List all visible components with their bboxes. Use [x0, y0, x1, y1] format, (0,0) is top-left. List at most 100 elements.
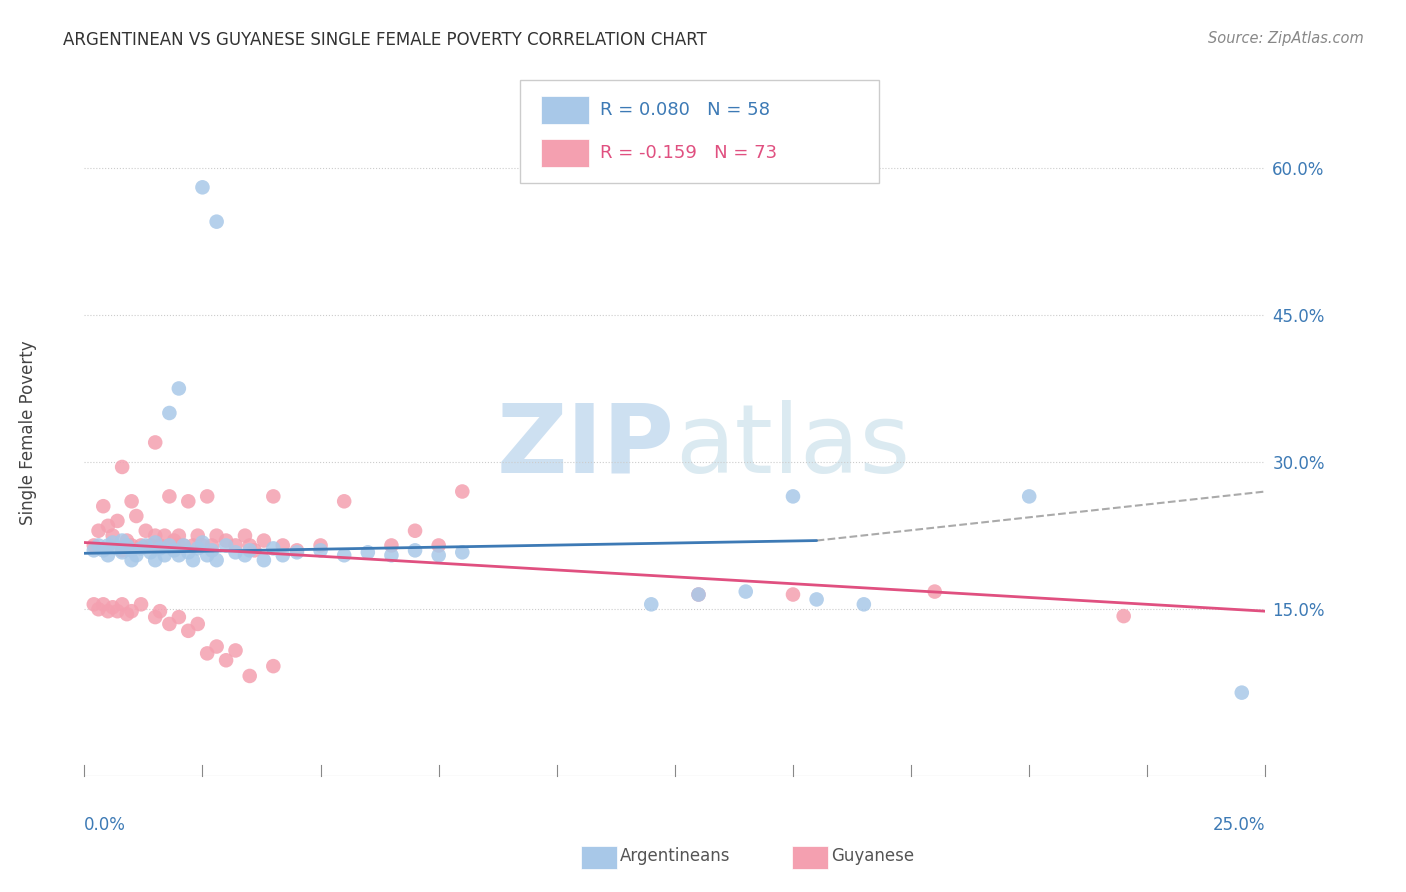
- Point: [157, 406, 180, 420]
- Point: [143, 528, 166, 542]
- Point: [91, 543, 114, 558]
- Point: [191, 535, 214, 549]
- Point: [924, 584, 946, 599]
- Point: [852, 598, 875, 612]
- Point: [97, 519, 120, 533]
- Point: [107, 604, 129, 618]
- Point: [239, 669, 262, 683]
- Text: ARGENTINEAN VS GUYANESE SINGLE FEMALE POVERTY CORRELATION CHART: ARGENTINEAN VS GUYANESE SINGLE FEMALE PO…: [63, 31, 707, 49]
- Point: [97, 548, 120, 563]
- Text: 0.0%: 0.0%: [84, 816, 127, 834]
- Point: [157, 539, 180, 553]
- Point: [149, 541, 172, 556]
- Point: [173, 539, 195, 553]
- Point: [806, 592, 828, 607]
- Point: [688, 588, 710, 602]
- Point: [187, 617, 209, 632]
- Text: Guyanese: Guyanese: [831, 847, 914, 865]
- Point: [135, 524, 157, 538]
- Point: [239, 539, 262, 553]
- Point: [187, 528, 209, 542]
- Point: [380, 548, 402, 563]
- Point: [163, 543, 186, 558]
- Point: [205, 528, 228, 542]
- Point: [262, 541, 284, 556]
- Point: [191, 180, 214, 194]
- Point: [87, 602, 110, 616]
- Point: [215, 533, 238, 548]
- Point: [91, 500, 114, 514]
- Point: [357, 545, 380, 559]
- Point: [427, 539, 450, 553]
- Point: [167, 528, 190, 542]
- Point: [157, 489, 180, 503]
- Point: [149, 604, 172, 618]
- Point: [143, 535, 166, 549]
- Point: [195, 489, 218, 503]
- Point: [167, 539, 190, 553]
- Point: [111, 545, 134, 559]
- Point: [83, 539, 105, 553]
- Point: [121, 494, 143, 508]
- Point: [101, 600, 124, 615]
- Point: [271, 539, 294, 553]
- Point: [163, 533, 186, 548]
- Point: [285, 543, 308, 558]
- Point: [225, 545, 247, 559]
- Point: [285, 545, 308, 559]
- Point: [233, 528, 256, 542]
- Point: [91, 598, 114, 612]
- Point: [201, 543, 224, 558]
- Point: [167, 548, 190, 563]
- Point: [111, 598, 134, 612]
- Point: [111, 543, 134, 558]
- Point: [115, 607, 138, 622]
- Point: [201, 539, 224, 553]
- Point: [451, 484, 474, 499]
- Point: [225, 539, 247, 553]
- Point: [177, 624, 200, 638]
- Point: [115, 539, 138, 553]
- Point: [271, 548, 294, 563]
- Point: [143, 610, 166, 624]
- Point: [125, 508, 148, 523]
- Point: [181, 539, 204, 553]
- Point: [121, 604, 143, 618]
- Text: 25.0%: 25.0%: [1213, 816, 1265, 834]
- Point: [139, 545, 162, 559]
- Point: [215, 653, 238, 667]
- Point: [121, 543, 143, 558]
- Point: [101, 528, 124, 542]
- Point: [149, 539, 172, 553]
- Point: [87, 539, 110, 553]
- Point: [205, 553, 228, 567]
- Point: [380, 539, 402, 553]
- Point: [205, 215, 228, 229]
- Point: [262, 489, 284, 503]
- Point: [167, 382, 190, 396]
- Point: [688, 588, 710, 602]
- Text: Single Female Poverty: Single Female Poverty: [18, 341, 37, 524]
- Point: [309, 539, 332, 553]
- Point: [253, 553, 276, 567]
- Point: [782, 588, 804, 602]
- Point: [129, 541, 152, 556]
- Point: [97, 604, 120, 618]
- Point: [191, 539, 214, 553]
- Point: [1018, 489, 1040, 503]
- Text: R = 0.080   N = 58: R = 0.080 N = 58: [600, 101, 770, 119]
- Point: [404, 543, 426, 558]
- Point: [139, 539, 162, 553]
- Point: [87, 524, 110, 538]
- Point: [125, 548, 148, 563]
- Point: [243, 543, 266, 558]
- Point: [215, 539, 238, 553]
- Point: [187, 541, 209, 556]
- Point: [143, 553, 166, 567]
- Text: atlas: atlas: [675, 400, 910, 493]
- Point: [107, 514, 129, 528]
- Point: [205, 640, 228, 654]
- Point: [253, 533, 276, 548]
- Point: [153, 528, 176, 542]
- Text: Source: ZipAtlas.com: Source: ZipAtlas.com: [1208, 31, 1364, 46]
